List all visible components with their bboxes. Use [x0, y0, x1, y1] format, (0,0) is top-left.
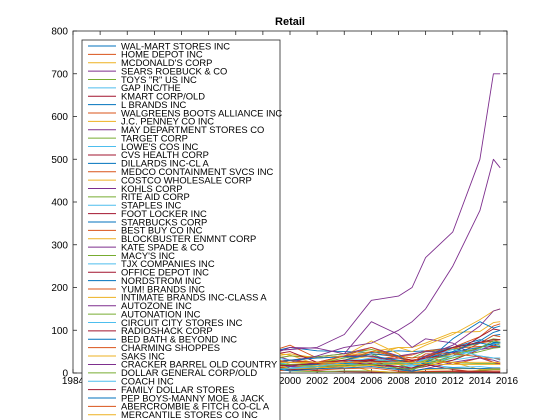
- y-tick-label: 200: [51, 283, 68, 294]
- legend-label: WAL-MART STORES INC: [121, 40, 230, 51]
- y-tick-label: 600: [51, 112, 68, 123]
- legend-label: MACY'S INC: [121, 250, 175, 261]
- legend-label: BEST BUY CO INC: [121, 225, 203, 236]
- series-lines: [235, 73, 501, 374]
- legend-label: MEDCO CONTAINMENT SVCS INC: [121, 166, 273, 177]
- y-tick-label: 800: [51, 27, 68, 38]
- legend-label: AUTOZONE INC: [121, 300, 192, 311]
- legend-label: FAMILY DOLLAR STORES: [121, 384, 235, 395]
- legend-label: YUM! BRANDS INC: [121, 283, 205, 294]
- legend-label: DILLARDS INC-CL A: [121, 158, 209, 169]
- legend-label: KMART CORP/OLD: [121, 91, 205, 102]
- legend-label: L BRANDS INC: [121, 99, 187, 110]
- legend-label: STAPLES INC: [121, 200, 181, 211]
- legend-label: WALGREENS BOOTS ALLIANCE INC: [121, 107, 282, 118]
- legend-label: OFFICE DEPOT INC: [121, 267, 209, 278]
- legend-label: RITE AID CORP: [121, 191, 190, 202]
- legend-label: LOWE'S COS INC: [121, 141, 199, 152]
- series-line-34: [235, 351, 501, 374]
- legend-label: SEARS ROEBUCK & CO: [121, 65, 227, 76]
- series-line-16: [235, 308, 501, 365]
- chart-title: Retail: [275, 16, 305, 28]
- legend-label: DOLLAR GENERAL CORP/OLD: [121, 367, 257, 378]
- x-tick-label: 2004: [333, 376, 356, 387]
- y-tick-label: 700: [51, 69, 68, 80]
- legend-label: MCDONALD'S CORP: [121, 57, 212, 68]
- y-tick-label: 300: [51, 240, 68, 251]
- x-tick-label: 2012: [442, 376, 465, 387]
- legend-label: BLOCKBUSTER ENMNT CORP: [121, 233, 256, 244]
- legend-label: CHARMING SHOPPES: [121, 342, 220, 353]
- series-line-10: [235, 73, 501, 357]
- series-line-42: [235, 363, 501, 372]
- legend-label: PEP BOYS-MANNY MOE & JACK: [121, 392, 265, 403]
- series-line-39: [235, 340, 501, 369]
- legend-label: STARBUCKS CORP: [121, 216, 207, 227]
- legend-label: FOOT LOCKER INC: [121, 208, 207, 219]
- legend-label: BED BATH & BEYOND INC: [121, 334, 237, 345]
- legend-label: MERCANTILE STORES CO INC: [121, 409, 258, 420]
- legend-label: RADIOSHACK CORP: [121, 325, 213, 336]
- legend-label: HOME DEPOT INC: [121, 49, 203, 60]
- y-tick-label: 0: [62, 369, 68, 380]
- legend-label: CIRCUIT CITY STORES INC: [121, 317, 243, 328]
- x-tick-label: 2000: [279, 376, 302, 387]
- x-tick-label: 1984: [62, 376, 85, 387]
- legend-label: J.C. PENNEY CO INC: [121, 116, 214, 127]
- legend-label: TOYS "R" US INC: [121, 74, 197, 85]
- legend-label: MAY DEPARTMENT STORES CO: [121, 124, 264, 135]
- legend-label: TARGET CORP: [121, 132, 188, 143]
- y-tick-label: 500: [51, 155, 68, 166]
- legend-label: GAP INC/THE: [121, 82, 181, 93]
- legend-label: CVS HEALTH CORP: [121, 149, 209, 160]
- legend-label: TJX COMPANIES INC: [121, 258, 215, 269]
- legend-label: CRACKER BARREL OLD COUNTRY: [121, 359, 278, 370]
- y-tick-label: 400: [51, 198, 68, 209]
- series-line-44: [235, 361, 501, 365]
- series-line-35: [235, 342, 501, 371]
- legend-label: SAKS INC: [121, 350, 165, 361]
- legend-label: COSTCO WHOLESALE CORP: [121, 174, 252, 185]
- legend-label: AUTONATION INC: [121, 308, 201, 319]
- x-tick-label: 2010: [415, 376, 438, 387]
- x-tick-label: 2006: [360, 376, 383, 387]
- x-tick-label: 2016: [496, 376, 519, 387]
- legend-label: NORDSTROM INC: [121, 275, 201, 286]
- y-tick-label: 100: [51, 326, 68, 337]
- legend-label: KOHLS CORP: [121, 183, 182, 194]
- x-tick-label: 2008: [387, 376, 410, 387]
- x-tick-label: 2002: [306, 376, 329, 387]
- legend-label: COACH INC: [121, 376, 174, 387]
- axes-box: [72, 30, 508, 374]
- legend-label: INTIMATE BRANDS INC-CLASS A: [121, 292, 267, 303]
- y-axis: 0 100 200 300 400 500 600 700 800: [51, 27, 507, 380]
- x-tick-label: 2014: [469, 376, 492, 387]
- legend-label: KATE SPADE & CO: [121, 241, 204, 252]
- legend-label: ABERCROMBIE & FITCH CO-CL A: [121, 401, 270, 412]
- series-line-36: [235, 367, 501, 373]
